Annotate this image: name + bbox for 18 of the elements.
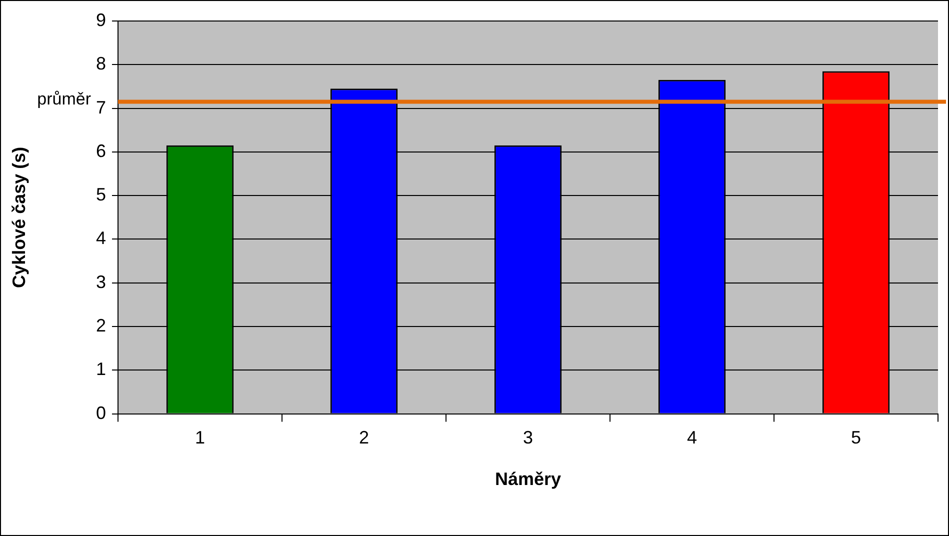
y-tick-label: 3 (96, 272, 106, 292)
y-tick-label: 7 (96, 97, 106, 118)
x-tick-label: 4 (686, 428, 698, 448)
x-axis-title: Náměry (494, 469, 562, 490)
x-tick-label: 1 (194, 428, 206, 448)
y-tick-label: 8 (96, 54, 106, 74)
y-axis-title: Cyklové časy (s) (8, 146, 29, 288)
y-tick-label: 5 (96, 184, 106, 205)
x-tick-label: 3 (522, 428, 534, 448)
x-tick-label: 5 (850, 428, 862, 448)
y-tick-label: 9 (96, 10, 106, 30)
x-tick-label: 2 (358, 428, 370, 448)
ref-line-label: průměr (37, 90, 92, 109)
y-tick-label: 4 (96, 228, 106, 248)
y-tick-label: 1 (96, 359, 106, 380)
y-tick-label: 6 (96, 140, 106, 161)
y-tick-label: 2 (96, 315, 106, 336)
y-tick-label: 0 (96, 402, 106, 423)
